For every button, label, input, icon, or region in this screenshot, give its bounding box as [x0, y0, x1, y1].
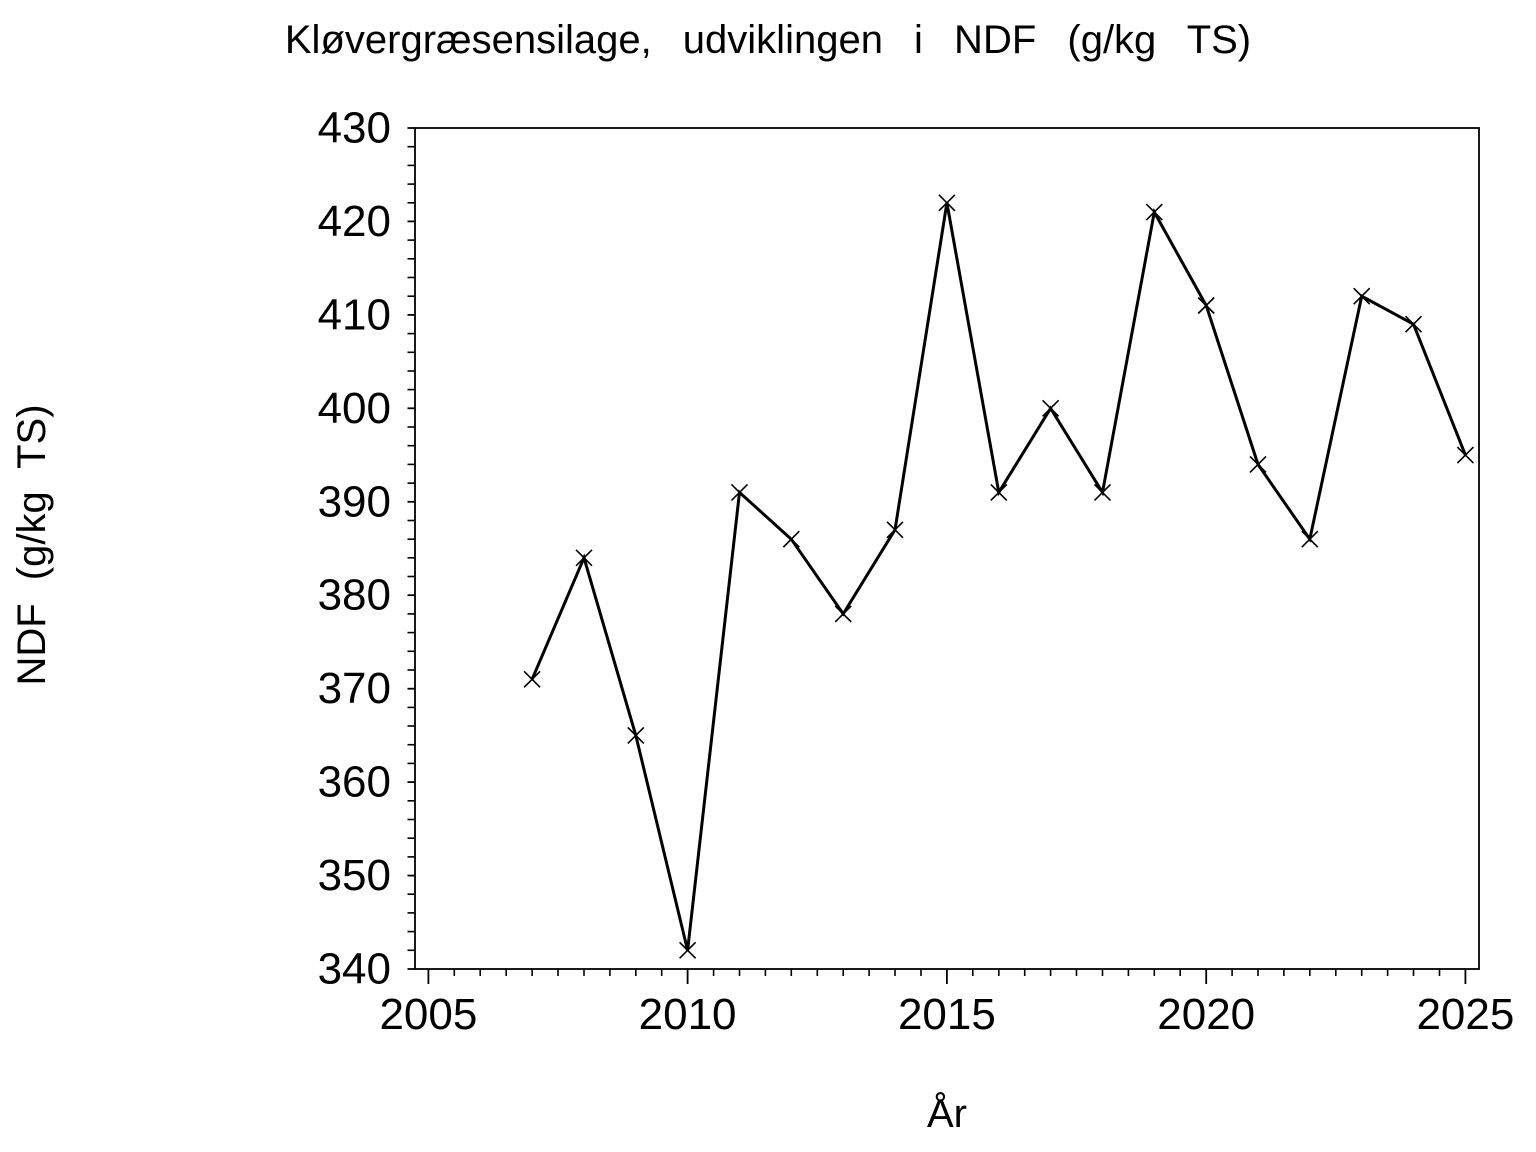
svg-text:390: 390: [318, 477, 391, 526]
svg-text:2015: 2015: [898, 990, 996, 1039]
svg-text:2010: 2010: [639, 990, 737, 1039]
svg-text:420: 420: [318, 197, 391, 246]
svg-text:Kløvergræsensilage, udvikling: Kløvergræsensilage, udviklingen i NDF (g…: [285, 18, 1251, 62]
svg-text:350: 350: [318, 851, 391, 900]
svg-text:370: 370: [318, 664, 391, 713]
svg-text:380: 380: [318, 571, 391, 620]
svg-text:NDF (g/kg TS): NDF (g/kg TS): [10, 404, 54, 685]
svg-text:400: 400: [318, 384, 391, 433]
svg-text:360: 360: [318, 758, 391, 807]
svg-text:340: 340: [318, 945, 391, 994]
svg-text:År: År: [927, 1091, 967, 1136]
svg-text:430: 430: [318, 104, 391, 153]
svg-text:2025: 2025: [1416, 990, 1514, 1039]
svg-text:2020: 2020: [1157, 990, 1255, 1039]
svg-text:410: 410: [318, 290, 391, 339]
svg-text:2005: 2005: [379, 990, 477, 1039]
